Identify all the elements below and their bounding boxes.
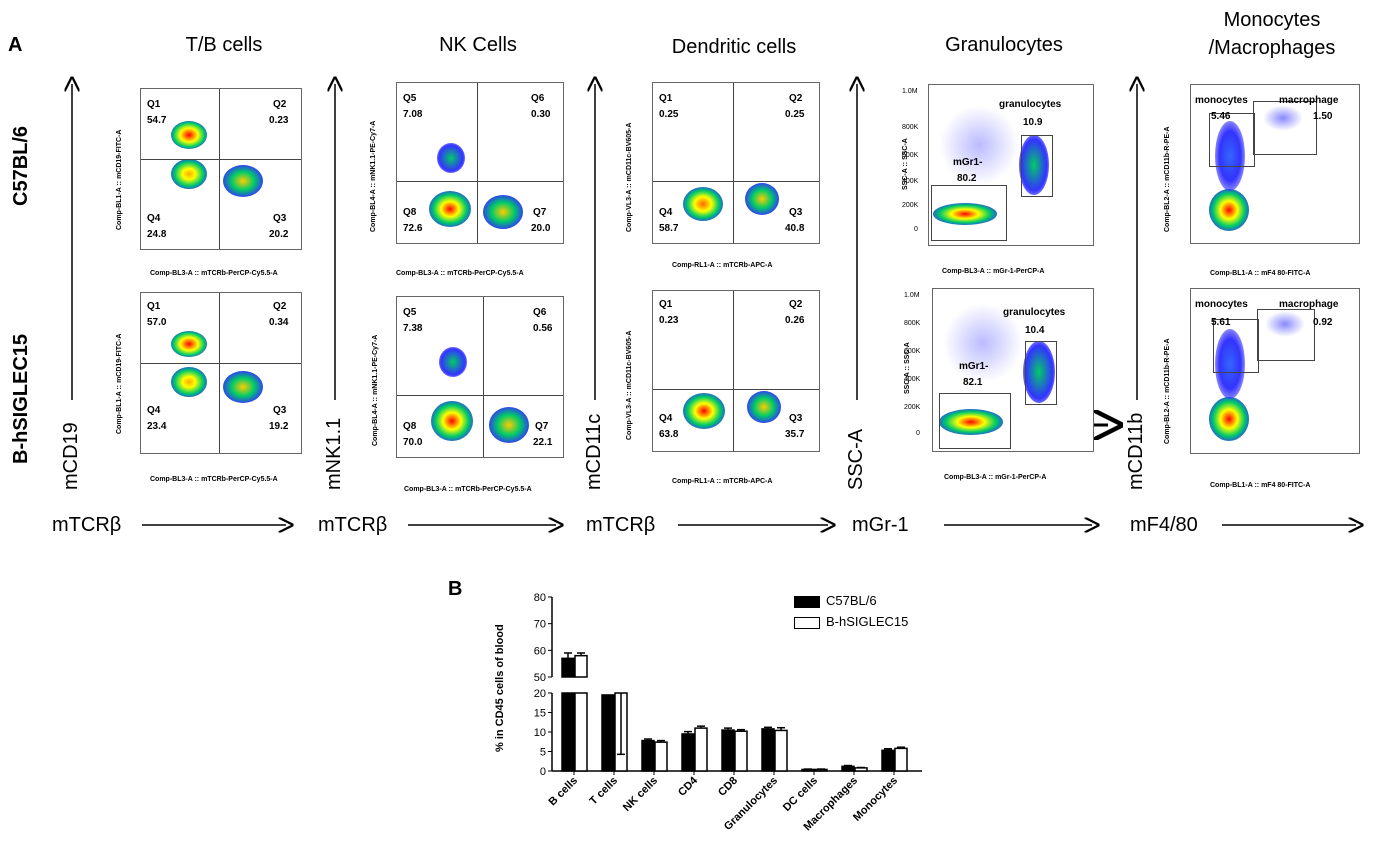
ylabel-mcd11c: mCD11c bbox=[583, 413, 605, 490]
flow-plot-gran-bottom: granulocytes 10.4 mGr1- 82.1 bbox=[932, 288, 1094, 452]
flow-plot-tb-top: Q1 54.7 Q2 0.23 Q3 20.2 Q4 24.8 bbox=[140, 88, 302, 250]
bar bbox=[574, 654, 588, 678]
flow-plot-dc-bottom: Q1 0.23 Q2 0.26 Q3 35.7 Q4 63.8 bbox=[652, 290, 820, 452]
y-tick-label: 20 bbox=[534, 688, 546, 700]
flow-plot-tb-bottom: Q1 57.0 Q2 0.34 Q3 19.2 Q4 23.4 bbox=[140, 292, 302, 454]
x-tick-label: DC cells bbox=[781, 775, 820, 814]
bar bbox=[694, 727, 708, 772]
ylabel-mcd19: mCD19 bbox=[60, 422, 82, 490]
xlabel-3: mTCRβ bbox=[586, 514, 656, 536]
bar bbox=[654, 741, 668, 772]
x-tick-label: B cells bbox=[547, 775, 581, 809]
xlabel-1: mTCRβ bbox=[52, 514, 122, 536]
y-tick-label: 5 bbox=[540, 747, 546, 759]
bar-chart: 50 60 70 80 0 5 10 15 20 B cells T cells NK cells CD… bbox=[534, 592, 922, 833]
panel-label-b: B bbox=[448, 578, 463, 600]
y-tick-label: 60 bbox=[534, 645, 546, 657]
title-nk: NK Cells bbox=[439, 34, 517, 56]
legend-swatch-hsiglec bbox=[794, 617, 820, 629]
legend-c57: C57BL/6 bbox=[826, 593, 877, 608]
ylabel-mcd11b: mCD11b bbox=[1125, 412, 1147, 490]
y-tick-label: 0 bbox=[540, 766, 546, 778]
y-tick-label: 70 bbox=[534, 619, 546, 631]
bar bbox=[774, 729, 788, 772]
y-tick-label: 80 bbox=[534, 592, 546, 604]
title-dc: Dendritic cells bbox=[671, 36, 797, 58]
bar bbox=[881, 749, 895, 772]
bar bbox=[561, 657, 575, 678]
title-mono: Monocytes /Macrophages bbox=[1208, 9, 1336, 59]
bar-lower-part bbox=[561, 692, 575, 772]
ylabel-ssc: SSC-A bbox=[845, 428, 867, 490]
flow-plot-nk-top: Q5 7.08 Q6 0.30 Q7 20.0 Q8 72.6 bbox=[396, 82, 564, 244]
x-tick-label: T cells bbox=[587, 775, 620, 808]
legend-swatch-c57 bbox=[794, 596, 820, 608]
bar bbox=[721, 729, 735, 772]
y-tick-label: 50 bbox=[534, 672, 546, 684]
bar bbox=[681, 733, 695, 772]
flow-plot-mono-bottom: monocytes 5.61 macrophage 0.92 bbox=[1190, 288, 1360, 454]
bar-ylabel: % in CD45 cells of blood bbox=[494, 624, 506, 752]
xlabel-4: mGr-1 bbox=[852, 514, 909, 536]
bar bbox=[854, 767, 868, 772]
bar bbox=[894, 747, 908, 772]
bar-lower-part bbox=[574, 692, 588, 772]
title-tb: T/B cells bbox=[185, 34, 263, 56]
x-tick-label: CD8 bbox=[716, 775, 740, 799]
flow-plot-dc-top: Q1 0.25 Q2 0.25 Q3 40.8 Q4 58.7 bbox=[652, 82, 820, 244]
bar bbox=[641, 739, 655, 772]
y-tick-label: 10 bbox=[534, 727, 546, 739]
xlabel-2: mTCRβ bbox=[318, 514, 388, 536]
ylabel-mnk: mNK1.1 bbox=[323, 417, 345, 490]
bar bbox=[841, 765, 855, 772]
bar bbox=[734, 730, 748, 772]
flow-plot-mono-top: monocytes 5.46 macrophage 1.50 bbox=[1190, 84, 1360, 244]
title-gran: Granulocytes bbox=[945, 34, 1063, 56]
xlabel-5: mF4/80 bbox=[1130, 514, 1198, 536]
x-tick-label: NK cells bbox=[621, 775, 660, 814]
legend-hsiglec: B-hSIGLEC15 bbox=[826, 614, 909, 629]
panel-label-a: A bbox=[8, 34, 23, 56]
y-tick-label: 15 bbox=[534, 708, 546, 720]
x-tick-label: CD4 bbox=[676, 774, 701, 799]
flow-plot-gran-top: granulocytes 10.9 mGr1- 80.2 bbox=[928, 84, 1094, 246]
bar bbox=[761, 728, 775, 772]
flow-plot-nk-bottom: Q5 7.38 Q6 0.56 Q7 22.1 Q8 70.0 bbox=[396, 296, 564, 458]
